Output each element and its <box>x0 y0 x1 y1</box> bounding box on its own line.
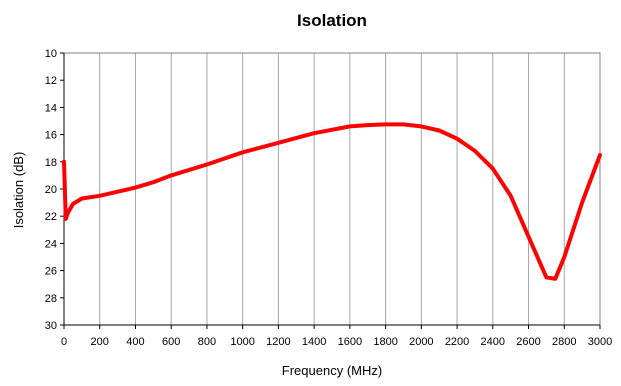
x-tick-label: 3000 <box>588 336 612 348</box>
x-tick-label: 600 <box>162 336 180 348</box>
x-tick-label: 2000 <box>409 336 433 348</box>
y-tick-label: 20 <box>45 184 57 196</box>
chart-title: Isolation <box>297 11 367 30</box>
x-tick-label: 1600 <box>338 336 362 348</box>
x-tick-label: 2200 <box>445 336 469 348</box>
x-tick-label: 200 <box>91 336 109 348</box>
plot-border <box>63 52 601 326</box>
y-tick-label: 30 <box>45 320 57 332</box>
x-tick-label: 400 <box>126 336 144 348</box>
y-tick-label: 18 <box>45 157 57 169</box>
x-tick-label: 800 <box>198 336 216 348</box>
y-axis-title: Isolation (dB) <box>11 152 26 229</box>
y-tick-label: 28 <box>45 293 57 305</box>
y-tick-label: 24 <box>45 238 57 250</box>
y-tick-label: 26 <box>45 266 57 278</box>
x-tick-label: 1200 <box>266 336 290 348</box>
x-tick-label: 2400 <box>481 336 505 348</box>
y-tick-label: 16 <box>45 130 57 142</box>
x-tick-label: 1800 <box>373 336 397 348</box>
x-tick-label: 1400 <box>302 336 326 348</box>
y-tick-label: 14 <box>45 102 57 114</box>
x-tick-label: 2800 <box>552 336 576 348</box>
x-tick-label: 0 <box>61 336 67 348</box>
y-tick-label: 12 <box>45 75 57 87</box>
y-tick-label: 22 <box>45 211 57 223</box>
x-tick-label: 1000 <box>230 336 254 348</box>
x-axis-title: Frequency (MHz) <box>282 363 382 378</box>
y-tick-label: 10 <box>45 48 57 60</box>
plot-area: 10 12 14 16 18 20 22 24 26 28 30 0 200 400 600 800 1000 1… <box>45 48 612 348</box>
x-tick-label: 2600 <box>516 336 540 348</box>
series-line <box>62 122 602 281</box>
